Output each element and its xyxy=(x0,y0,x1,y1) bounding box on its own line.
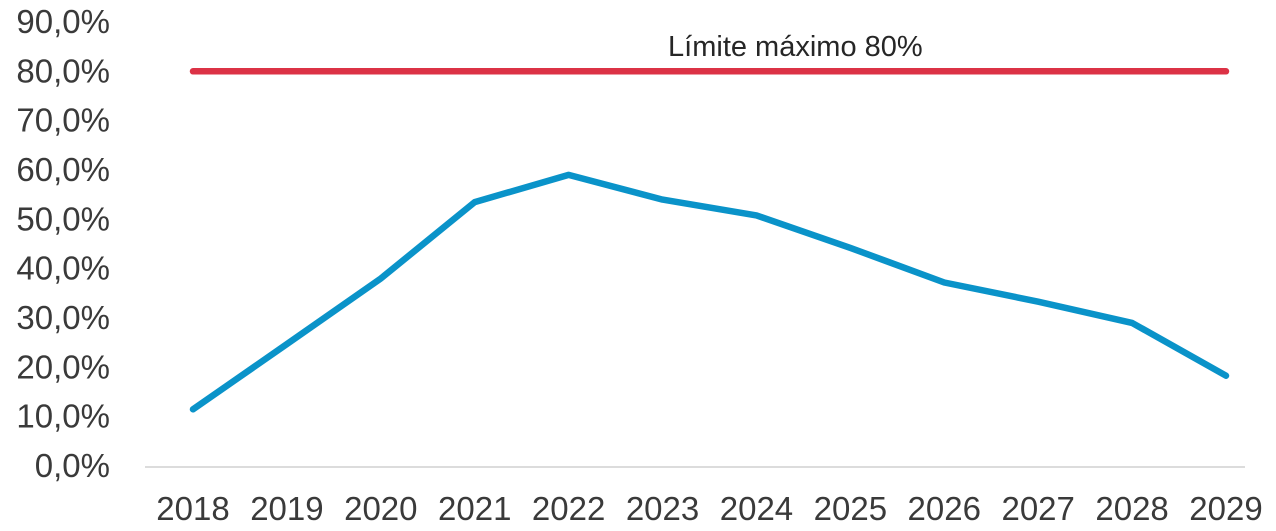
y-tick-label: 30,0% xyxy=(16,299,110,336)
y-tick-label: 20,0% xyxy=(16,348,110,385)
x-tick-label: 2018 xyxy=(156,490,229,527)
y-tick-label: 40,0% xyxy=(16,250,110,287)
y-tick-label: 70,0% xyxy=(16,102,110,139)
x-tick-label: 2023 xyxy=(626,490,699,527)
x-tick-label: 2029 xyxy=(1189,490,1262,527)
y-tick-label: 90,0% xyxy=(16,3,110,40)
x-tick-label: 2024 xyxy=(720,490,793,527)
x-tick-label: 2025 xyxy=(814,490,887,527)
series-layer xyxy=(189,68,1230,413)
x-tick-label: 2026 xyxy=(908,490,981,527)
y-tick-label: 50,0% xyxy=(16,200,110,237)
x-tick-label: 2020 xyxy=(344,490,417,527)
y-tick-label: 0,0% xyxy=(35,447,110,484)
y-tick-label: 80,0% xyxy=(16,52,110,89)
labels-layer: 0,0% 10,0% 20,0% 30,0% 40,0% 50,0% 60,0% 70,0% 8… xyxy=(16,3,1262,527)
y-tick-label: 60,0% xyxy=(16,151,110,188)
x-tick-label: 2021 xyxy=(438,490,511,527)
series-line-ratio xyxy=(189,171,1230,413)
x-tick-label: 2028 xyxy=(1095,490,1168,527)
limit-annotation-label: Límite máximo 80% xyxy=(668,31,923,63)
y-tick-label: 10,0% xyxy=(16,398,110,435)
x-tick-label: 2022 xyxy=(532,490,605,527)
x-tick-label: 2027 xyxy=(1001,490,1074,527)
x-tick-label: 2019 xyxy=(250,490,323,527)
